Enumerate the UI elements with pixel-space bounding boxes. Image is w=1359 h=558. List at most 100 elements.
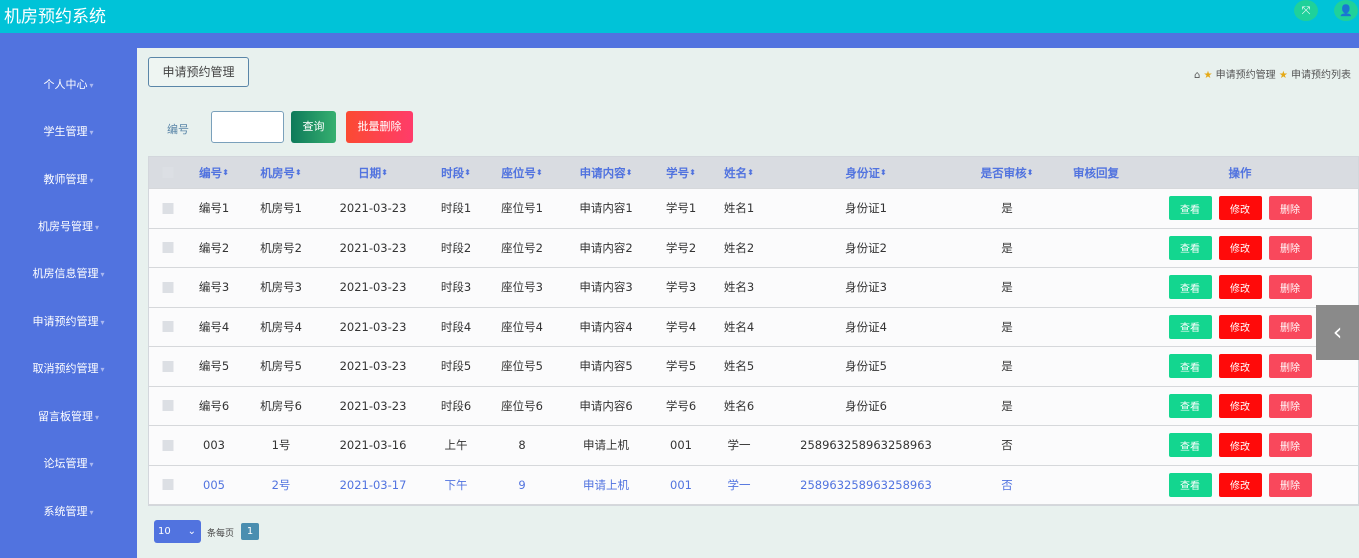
sidebar-item[interactable]: 论坛管理 ▾ bbox=[0, 455, 137, 471]
sidebar-item[interactable]: 机房信息管理 ▾ bbox=[0, 265, 137, 281]
fullscreen-icon[interactable]: ⤧ bbox=[1294, 0, 1318, 21]
table-cell: 001 bbox=[670, 438, 692, 453]
edit-button[interactable]: 修改 bbox=[1218, 196, 1262, 221]
collapse-arrow-icon[interactable]: ‹ bbox=[1316, 305, 1359, 360]
table-cell: 9 bbox=[518, 477, 526, 492]
delete-button[interactable]: 删除 bbox=[1268, 393, 1312, 418]
table-header: 编号 ⬍ 机房号 ⬍ 日期 ⬍ 时段 ⬍ 座位号 ⬍ 申请内容 ⬍ 学号 ⬍ 姓名 ⬍ 身份证 ⬍ 是否审核 ⬍ 审核回… bbox=[149, 157, 1358, 189]
sidebar-item-label: 机房号管理 bbox=[37, 220, 93, 233]
view-button[interactable]: 查看 bbox=[1168, 196, 1212, 221]
column-header[interactable]: 机房号 ⬍ bbox=[260, 165, 302, 180]
view-button[interactable]: 查看 bbox=[1168, 314, 1212, 339]
row-checkbox[interactable] bbox=[162, 360, 174, 372]
table-cell: 2021-03-23 bbox=[339, 280, 407, 295]
column-header[interactable]: 身份证 ⬍ bbox=[845, 165, 887, 180]
sort-icon[interactable]: ⬍ bbox=[222, 168, 229, 177]
delete-button[interactable]: 删除 bbox=[1268, 275, 1312, 300]
search-input[interactable] bbox=[211, 111, 284, 143]
edit-button[interactable]: 修改 bbox=[1218, 235, 1262, 260]
user-icon[interactable]: 👤 bbox=[1334, 0, 1358, 21]
sort-icon[interactable]: ⬍ bbox=[294, 168, 302, 177]
page-button[interactable]: 1 bbox=[241, 523, 259, 540]
table-cell: 申请内容1 bbox=[579, 201, 633, 216]
view-button[interactable]: 查看 bbox=[1168, 472, 1212, 497]
delete-button[interactable]: 删除 bbox=[1268, 314, 1312, 339]
column-header[interactable]: 姓名 ⬍ bbox=[724, 165, 754, 180]
table-cell: 2021-03-23 bbox=[339, 359, 407, 374]
column-header[interactable]: 座位号 ⬍ bbox=[501, 165, 543, 180]
query-button[interactable]: 查询 bbox=[291, 111, 336, 143]
sidebar-item-label: 学生管理 bbox=[43, 125, 88, 138]
column-header[interactable]: 是否审核 ⬍ bbox=[980, 165, 1034, 180]
delete-button[interactable]: 删除 bbox=[1268, 354, 1312, 379]
sidebar-item[interactable]: 学生管理 ▾ bbox=[0, 123, 137, 139]
column-header[interactable]: 学号 ⬍ bbox=[666, 165, 696, 180]
sidebar-item-label: 个人中心 bbox=[43, 78, 88, 91]
chevron-down-icon: ⌄ bbox=[187, 526, 196, 537]
row-checkbox[interactable] bbox=[162, 202, 174, 214]
edit-button[interactable]: 修改 bbox=[1218, 393, 1262, 418]
edit-button[interactable]: 修改 bbox=[1218, 433, 1262, 458]
row-checkbox[interactable] bbox=[162, 400, 174, 412]
row-checkbox[interactable] bbox=[162, 281, 174, 293]
view-button[interactable]: 查看 bbox=[1168, 433, 1212, 458]
edit-button[interactable]: 修改 bbox=[1218, 354, 1262, 379]
sidebar-item[interactable]: 留言板管理 ▾ bbox=[0, 408, 137, 424]
sidebar-item[interactable]: 申请预约管理 ▾ bbox=[0, 313, 137, 329]
sidebar-item[interactable]: 机房号管理 ▾ bbox=[0, 218, 137, 234]
select-all-checkbox[interactable] bbox=[162, 167, 174, 178]
sort-icon[interactable]: ⬍ bbox=[689, 168, 696, 177]
table-cell: 机房号5 bbox=[260, 359, 302, 374]
caret-down-icon: ▾ bbox=[100, 365, 105, 374]
table-row: 编号6 机房号6 2021-03-23 时段6 座位号6 申请内容6 学号6 姓名6 身份证6 是… bbox=[149, 387, 1358, 426]
sort-icon[interactable]: ⬍ bbox=[464, 168, 471, 177]
view-button[interactable]: 查看 bbox=[1168, 354, 1212, 379]
row-checkbox[interactable] bbox=[162, 439, 174, 451]
sidebar-item[interactable]: 教师管理 ▾ bbox=[0, 171, 137, 187]
table-cell: 编号5 bbox=[198, 359, 230, 374]
edit-button[interactable]: 修改 bbox=[1218, 314, 1262, 339]
sort-icon[interactable]: ⬍ bbox=[1026, 168, 1034, 177]
view-button[interactable]: 查看 bbox=[1168, 275, 1212, 300]
table-cell: 机房号2 bbox=[260, 240, 302, 255]
row-checkbox[interactable] bbox=[162, 242, 174, 254]
table-cell: 时段5 bbox=[440, 359, 472, 374]
view-button[interactable]: 查看 bbox=[1168, 393, 1212, 418]
column-header: 操作 bbox=[1228, 165, 1252, 180]
sort-icon[interactable]: ⬍ bbox=[879, 168, 887, 177]
caret-down-icon: ▾ bbox=[89, 176, 94, 185]
delete-button[interactable]: 删除 bbox=[1268, 196, 1312, 221]
view-button[interactable]: 查看 bbox=[1168, 235, 1212, 260]
sidebar-item[interactable]: 取消预约管理 ▾ bbox=[0, 360, 137, 376]
table-cell: 座位号5 bbox=[501, 359, 543, 374]
column-header[interactable]: 编号 ⬍ bbox=[199, 165, 229, 180]
edit-button[interactable]: 修改 bbox=[1218, 275, 1262, 300]
home-icon[interactable]: ⌂ bbox=[1193, 70, 1201, 81]
sort-icon[interactable]: ⬍ bbox=[381, 168, 388, 177]
sidebar-item-label: 机房信息管理 bbox=[32, 267, 99, 280]
sort-icon[interactable]: ⬍ bbox=[535, 168, 543, 177]
column-header[interactable]: 时段 ⬍ bbox=[441, 165, 471, 180]
table-cell: 时段6 bbox=[440, 398, 472, 413]
breadcrumb-item[interactable]: 申请预约管理 bbox=[1215, 70, 1276, 81]
sort-icon[interactable]: ⬍ bbox=[625, 168, 633, 177]
page-tab[interactable]: 申请预约管理 bbox=[148, 57, 249, 87]
sort-icon[interactable]: ⬍ bbox=[747, 168, 754, 177]
delete-button[interactable]: 删除 bbox=[1268, 433, 1312, 458]
batch-delete-button[interactable]: 批量删除 bbox=[346, 111, 413, 143]
sidebar-item[interactable]: 系统管理 ▾ bbox=[0, 503, 137, 519]
row-checkbox[interactable] bbox=[162, 321, 174, 333]
page-size-select[interactable]: 10 ⌄ bbox=[154, 520, 201, 543]
sidebar-item[interactable]: 个人中心 ▾ bbox=[0, 76, 137, 92]
row-checkbox[interactable] bbox=[162, 479, 174, 491]
column-header[interactable]: 日期 ⬍ bbox=[358, 165, 388, 180]
edit-button[interactable]: 修改 bbox=[1218, 472, 1262, 497]
star-icon: ★ bbox=[1203, 70, 1213, 81]
table-cell: 2021-03-23 bbox=[339, 201, 407, 216]
header-strip bbox=[0, 33, 1359, 48]
table-cell: 申请内容3 bbox=[579, 280, 633, 295]
table-cell: 2021-03-17 bbox=[339, 477, 407, 492]
column-header[interactable]: 申请内容 ⬍ bbox=[579, 165, 633, 180]
delete-button[interactable]: 删除 bbox=[1268, 472, 1312, 497]
delete-button[interactable]: 删除 bbox=[1268, 235, 1312, 260]
